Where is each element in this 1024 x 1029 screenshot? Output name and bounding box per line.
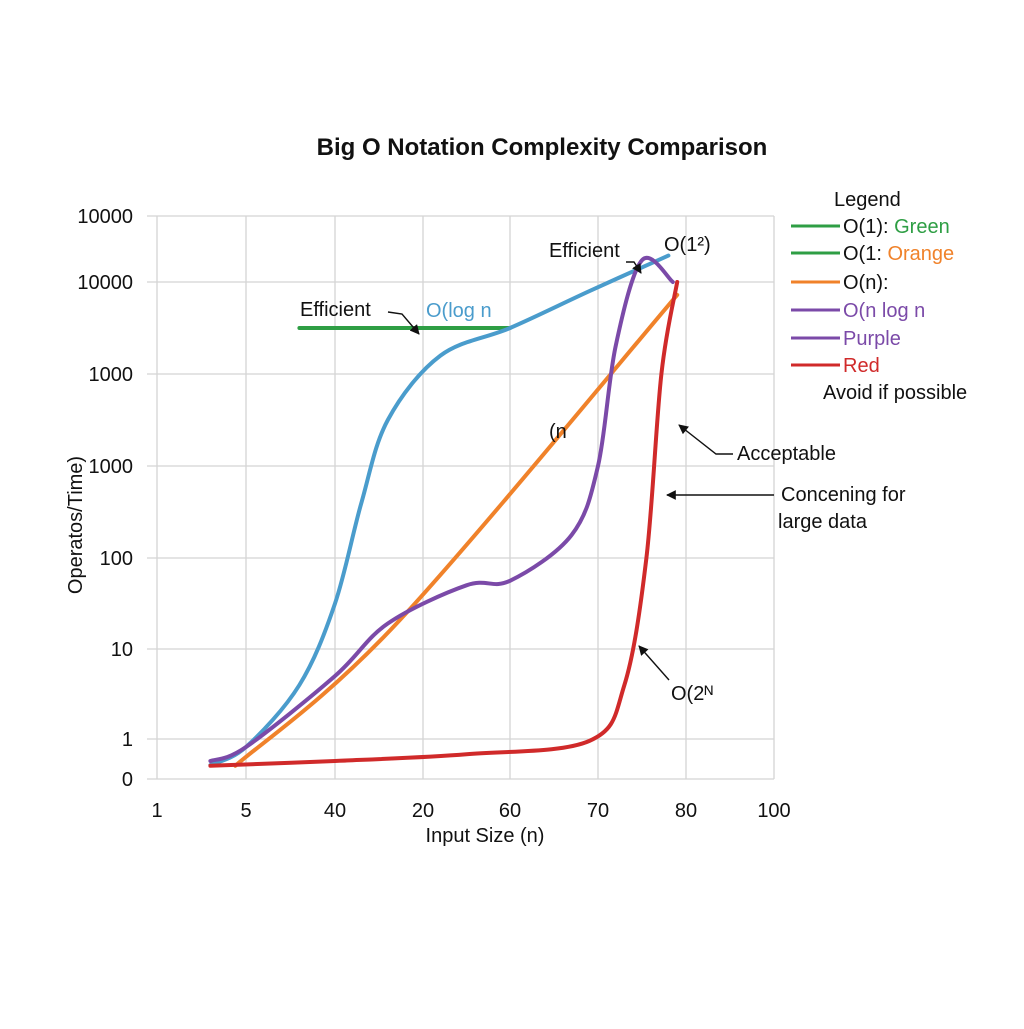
annotation-efficient-mid-arrow	[387, 311, 420, 335]
grid	[147, 215, 775, 780]
x-tick-labels: 1 5 40 20 60 70 80 100	[151, 800, 790, 822]
x-tick-label: 40	[324, 800, 346, 822]
y-tick-label: 1000	[89, 456, 134, 478]
series-line-4	[208, 255, 675, 763]
annotation-o-one-squared: O(1²)	[664, 234, 711, 256]
legend-item-text: Purple	[843, 328, 901, 350]
annotation-paren-n: (n	[549, 421, 567, 443]
y-axis-label: Operatos/Time)	[65, 456, 87, 594]
y-tick-label: 100	[100, 548, 133, 570]
annotation-efficient-top-arrow	[626, 261, 642, 274]
legend-item-text: Red	[843, 355, 880, 377]
legend-items: O(1): Green O(1: Orange O(n): O(n log n Purp…	[791, 216, 954, 377]
legend-item-text: O(n):	[843, 272, 889, 294]
annotation-concerning-line1: Concening for	[781, 484, 906, 506]
legend-item-accent: Green	[894, 216, 950, 238]
x-tick-label: 80	[675, 800, 697, 822]
annotation-o-2n-arrow	[638, 645, 670, 681]
legend-item-text: O(n log n	[843, 300, 925, 322]
annotation-efficient-mid: Efficient	[300, 299, 371, 321]
y-tick-label: 1	[122, 729, 133, 751]
chart-title: Big O Notation Complexity Comparison	[317, 134, 768, 161]
x-axis-label: Input Size (n)	[426, 825, 545, 847]
legend-item-text: O(1):	[843, 216, 894, 238]
legend-item-label: Purple	[843, 328, 901, 350]
annotation-o-log-n: O(log n	[426, 300, 492, 322]
legend-item-label: O(1: Orange	[843, 243, 954, 265]
x-tick-label: 20	[412, 800, 434, 822]
legend-item-label: O(n log n	[843, 300, 925, 322]
annotation-concerning-line2: large data	[778, 511, 868, 533]
series-line-2	[208, 253, 671, 767]
annotation-acceptable-arrow	[678, 424, 733, 455]
x-tick-label: 5	[240, 800, 251, 822]
legend-item-label: O(1): Green	[843, 216, 950, 238]
series-line-3	[233, 292, 680, 768]
annotation-efficient-top: Efficient	[549, 240, 620, 262]
series-line-5	[208, 280, 680, 768]
legend-item-accent: Orange	[887, 243, 954, 265]
legend: Legend O(1): Green O(1: Orange O(n): O(n lo…	[791, 189, 967, 404]
x-tick-label: 100	[757, 800, 790, 822]
x-tick-label: 70	[587, 800, 609, 822]
legend-item-label: O(n):	[843, 272, 889, 294]
y-tick-label: 10000	[77, 272, 133, 294]
legend-item-label: Red	[843, 355, 880, 377]
y-tick-label: 10	[111, 639, 133, 661]
y-tick-label: 0	[122, 769, 133, 791]
y-tick-label: 10000	[77, 206, 133, 228]
annotation-acceptable: Acceptable	[737, 443, 836, 465]
x-tick-label: 60	[499, 800, 521, 822]
legend-note: Avoid if possible	[823, 382, 967, 404]
legend-heading: Legend	[834, 189, 901, 211]
y-tick-label: 1000	[89, 364, 134, 386]
annotation-o-2n: O(2ᴺ	[671, 683, 713, 705]
series-lines	[208, 253, 680, 768]
legend-item-text: O(1:	[843, 243, 887, 265]
x-tick-label: 1	[151, 800, 162, 822]
